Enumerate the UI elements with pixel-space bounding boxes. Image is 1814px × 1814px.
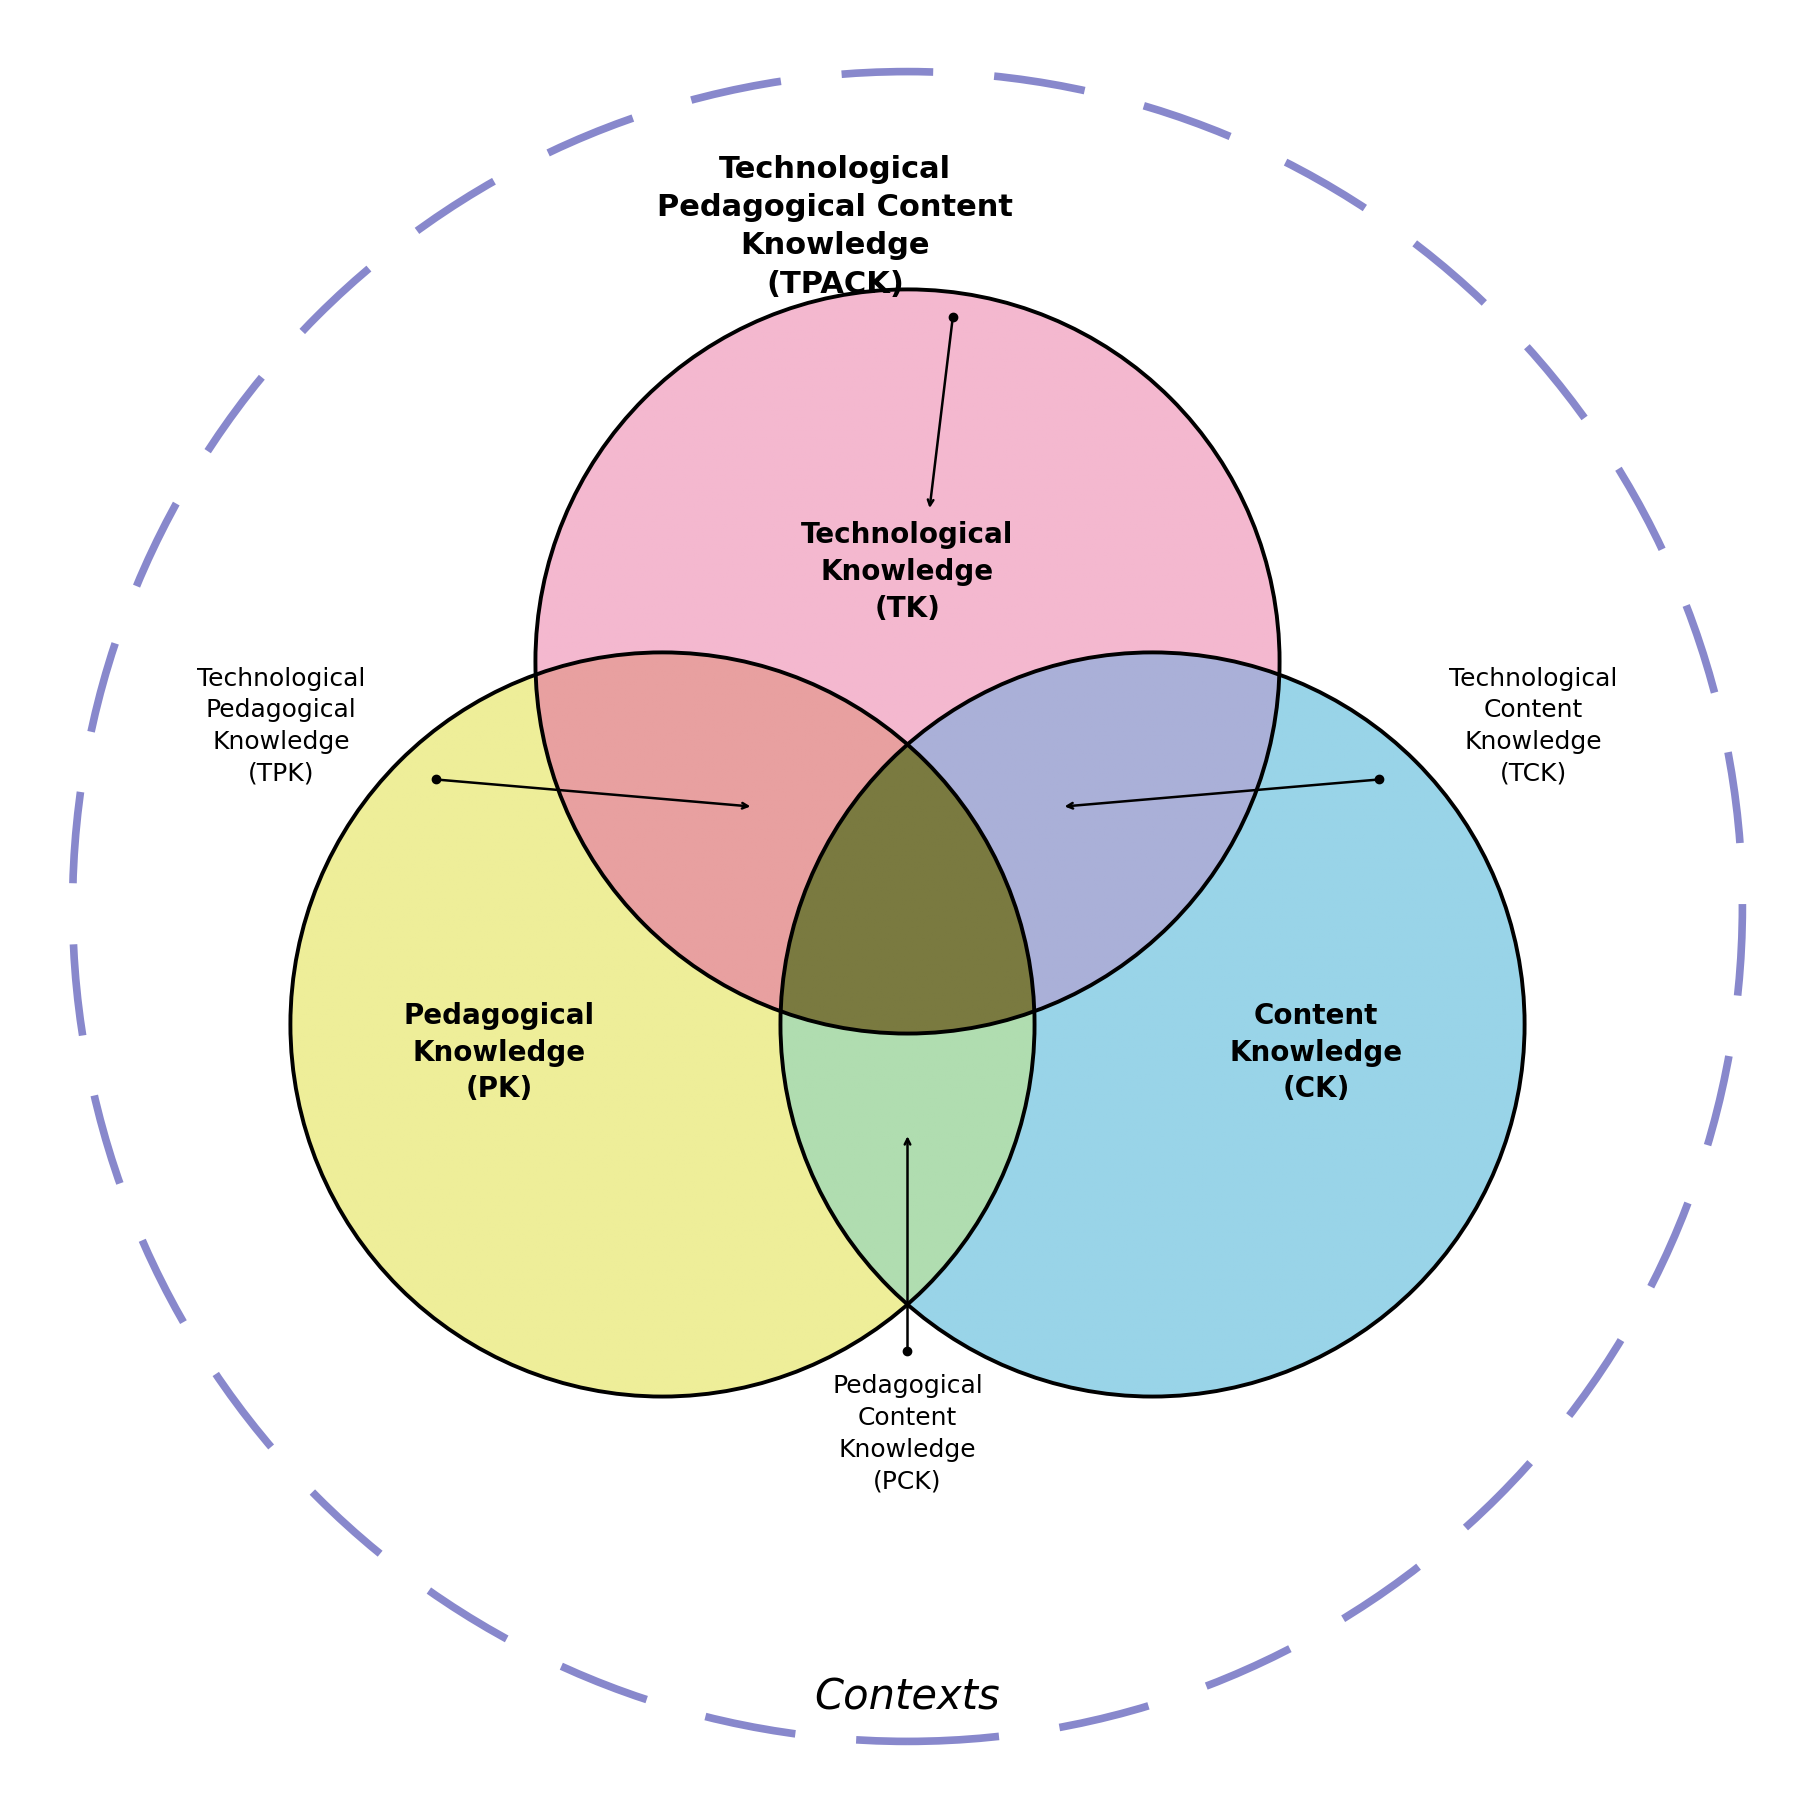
Text: Technological
Pedagogical Content
Knowledge
(TPACK): Technological Pedagogical Content Knowle… (657, 154, 1012, 299)
Text: Technological
Content
Knowledge
(TCK): Technological Content Knowledge (TCK) (1449, 666, 1616, 785)
Text: Pedagogical
Knowledge
(PK): Pedagogical Knowledge (PK) (403, 1001, 595, 1103)
Text: Technological
Knowledge
(TK): Technological Knowledge (TK) (800, 521, 1014, 622)
Text: Contexts: Contexts (814, 1674, 1000, 1718)
Text: Pedagogical
Content
Knowledge
(PCK): Pedagogical Content Knowledge (PCK) (831, 1373, 983, 1493)
Text: Content
Knowledge
(CK): Content Knowledge (CK) (1228, 1001, 1402, 1103)
Text: Technological
Pedagogical
Knowledge
(TPK): Technological Pedagogical Knowledge (TPK… (198, 666, 365, 785)
